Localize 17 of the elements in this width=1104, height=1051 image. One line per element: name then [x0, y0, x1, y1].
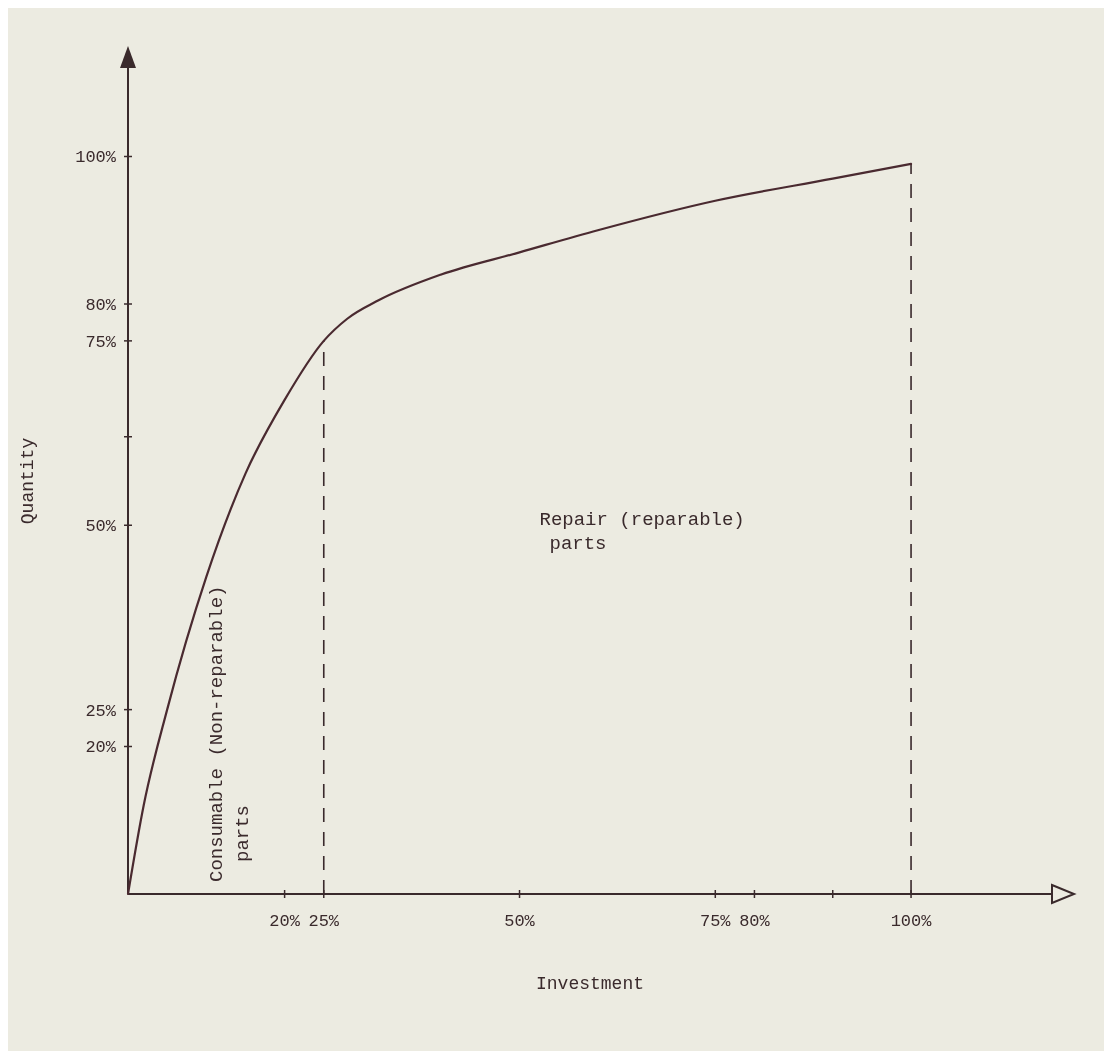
line-series: [126, 162, 913, 896]
x-tick-label: 50%: [504, 912, 536, 931]
y-tick-label: 80%: [85, 295, 117, 315]
y-tick-label: 100%: [75, 148, 117, 168]
x-tick-label: 25%: [308, 912, 340, 931]
y-axis-title: Quantity: [18, 437, 38, 525]
y-tick-label: 50%: [85, 517, 117, 537]
y-tick-label: 25%: [85, 701, 117, 721]
x-tick-label: 80%: [739, 912, 771, 931]
x-tick-label: 75%: [699, 912, 732, 931]
annotation: Consumable (Non-reparable) parts: [205, 585, 254, 882]
y-tick-label: 20%: [85, 738, 117, 758]
x-tick-label: 100%: [890, 912, 933, 931]
annotation: Repair (reparable) parts: [539, 509, 745, 556]
x-tick-label: 20%: [269, 912, 301, 931]
y-tick-label: 75%: [85, 332, 117, 352]
x-axis-title: Investment: [535, 974, 645, 994]
